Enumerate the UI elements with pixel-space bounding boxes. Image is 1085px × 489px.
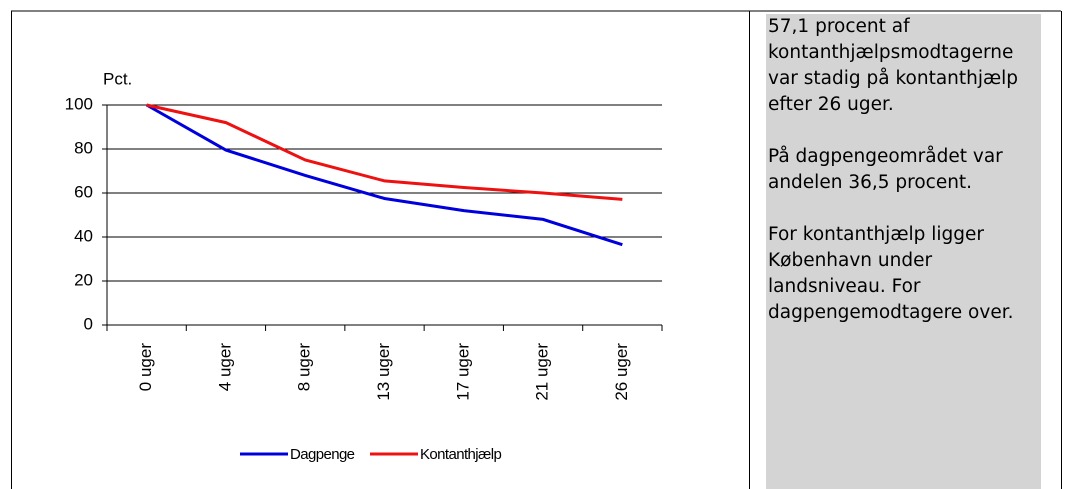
x-tick-label: 26 uger <box>612 343 631 401</box>
y-axis-label: Pct. <box>103 69 132 88</box>
y-tick-label: 20 <box>74 270 93 289</box>
x-tick-label: 13 uger <box>374 343 393 401</box>
x-tick-label: 21 uger <box>533 343 552 401</box>
y-tick-label: 100 <box>65 94 93 113</box>
x-tick-label: 0 uger <box>136 343 155 392</box>
y-tick-label: 60 <box>74 182 93 201</box>
legend-label: Kontanthjælp <box>420 446 501 463</box>
x-tick-label: 17 uger <box>453 343 472 401</box>
y-tick-label: 80 <box>74 138 93 157</box>
note-box: 57,1 procent af kontanthjælpsmodtagerne … <box>766 14 1041 489</box>
x-tick-label: 4 uger <box>215 343 234 392</box>
series-line <box>146 103 623 201</box>
note-paragraph: For kontanthjælp ligger København under … <box>768 224 1014 323</box>
note-paragraph: På dagpengeområdet var andelen 36,5 proc… <box>768 146 1003 193</box>
note-paragraph: 57,1 procent af kontanthjælpsmodtagerne … <box>768 16 1019 115</box>
series-line <box>145 103 623 247</box>
y-tick-label: 40 <box>74 226 93 245</box>
y-tick-label: 0 <box>84 314 93 333</box>
x-tick-label: 8 uger <box>295 343 314 392</box>
legend-label: Dagpenge <box>290 446 355 463</box>
